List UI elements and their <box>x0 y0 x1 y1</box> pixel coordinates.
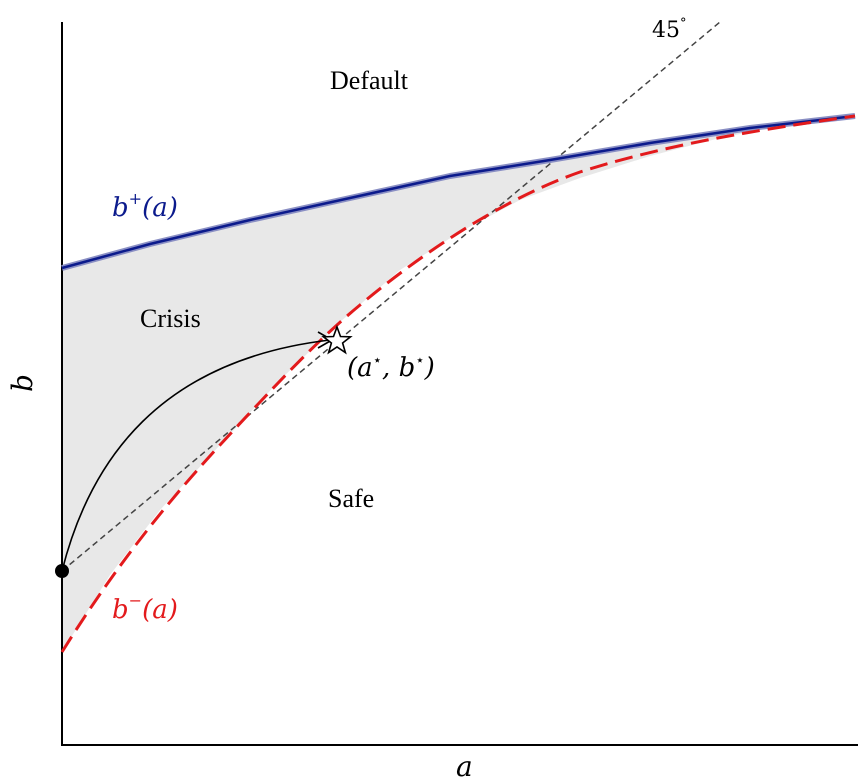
lower-curve-label-sup: − <box>129 591 142 610</box>
default-region-label: Default <box>330 66 409 95</box>
fixed-point-label-sup1: ⋆ <box>373 351 382 369</box>
upper-curve-label: b+(a) <box>112 189 178 223</box>
diagonal-label: 45° <box>652 16 687 43</box>
safe-region-label: Safe <box>328 484 374 513</box>
upper-curve-label-sup: + <box>129 189 142 208</box>
upper-curve-label-main: b <box>112 193 129 223</box>
y-axis-label: b <box>6 374 39 392</box>
fixed-point-label-mid: , b <box>382 353 415 383</box>
upper-curve-label-arg: (a) <box>142 193 178 223</box>
diagonal-label-sup: ° <box>680 16 687 31</box>
lower-curve-label-arg: (a) <box>142 595 178 625</box>
lower-curve-label: b−(a) <box>112 591 178 625</box>
diagonal-45-line <box>61 21 721 572</box>
fixed-point-label: (a⋆, b⋆) <box>347 351 435 383</box>
trajectory-arrow <box>61 339 331 572</box>
crisis-region-label: Crisis <box>140 304 201 333</box>
lower-boundary-curve <box>60 114 856 653</box>
fixed-point-label-close: ) <box>424 353 435 383</box>
fixed-point-label-open: (a <box>347 353 373 383</box>
fixed-point-label-sup2: ⋆ <box>415 351 424 369</box>
fixed-point-star-icon <box>321 324 353 355</box>
diagonal-label-value: 45 <box>652 18 680 43</box>
lower-curve-label-main: b <box>112 595 129 625</box>
initial-point-marker <box>55 564 69 578</box>
upper-boundary-curve-core <box>61 114 856 270</box>
x-axis-label: a <box>456 750 473 780</box>
crisis-region-shading <box>62 116 855 652</box>
